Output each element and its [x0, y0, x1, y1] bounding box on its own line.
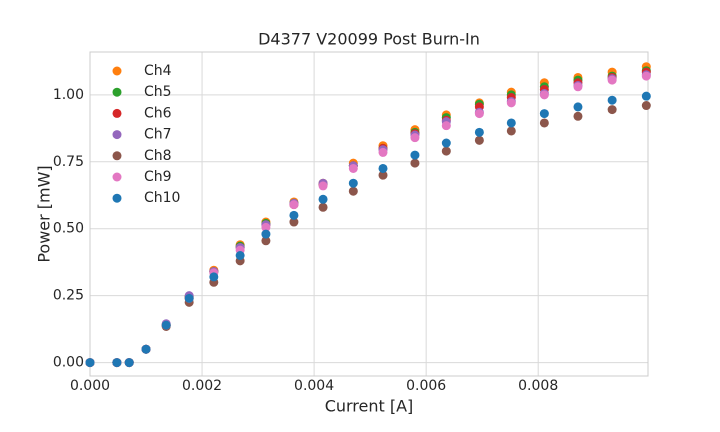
- point: [474, 135, 484, 145]
- point: [441, 146, 451, 156]
- legend-label: Ch7: [144, 127, 172, 143]
- point: [378, 170, 388, 180]
- point: [410, 158, 420, 168]
- point: [112, 358, 122, 368]
- x-tick-label: 0.004: [294, 378, 334, 394]
- legend-marker: [112, 108, 122, 118]
- point: [235, 251, 245, 261]
- point: [641, 101, 651, 111]
- point: [348, 178, 358, 188]
- y-axis-label: Power [mW]: [35, 165, 54, 262]
- point: [539, 109, 549, 119]
- point: [506, 126, 516, 136]
- point: [209, 272, 219, 282]
- point: [410, 150, 420, 160]
- y-tick-label: 0.00: [53, 355, 84, 371]
- legend-marker: [112, 151, 122, 161]
- legend-label: Ch4: [144, 63, 172, 79]
- point: [161, 320, 171, 330]
- legend-label: Ch8: [144, 148, 172, 164]
- legend-label: Ch5: [144, 84, 172, 100]
- legend-marker: [112, 66, 122, 76]
- legend-label: Ch6: [144, 105, 172, 121]
- point: [318, 181, 328, 191]
- point: [261, 222, 271, 232]
- point: [506, 98, 516, 108]
- y-tick-label: 0.75: [53, 154, 84, 170]
- point: [348, 163, 358, 173]
- y-tick-label: 1.00: [53, 87, 84, 103]
- point: [378, 163, 388, 173]
- x-axis-label: Current [A]: [325, 397, 414, 416]
- point: [573, 111, 583, 121]
- point: [506, 118, 516, 128]
- point: [85, 358, 95, 368]
- chart-title: D4377 V20099 Post Burn-In: [258, 30, 480, 49]
- point: [441, 138, 451, 148]
- point: [539, 118, 549, 128]
- point: [124, 358, 134, 368]
- x-tick-label: 0.008: [518, 378, 558, 394]
- point: [641, 91, 651, 101]
- point: [289, 210, 299, 220]
- point: [474, 127, 484, 137]
- point: [289, 217, 299, 227]
- point: [410, 133, 420, 143]
- point: [441, 121, 451, 131]
- plot-frame: [89, 51, 649, 377]
- point: [261, 229, 271, 239]
- x-tick-label: 0.002: [182, 378, 222, 394]
- point: [318, 194, 328, 204]
- point: [378, 147, 388, 157]
- point: [573, 82, 583, 92]
- point: [141, 344, 151, 354]
- point: [474, 109, 484, 119]
- y-tick-label: 0.25: [53, 288, 84, 304]
- point: [289, 200, 299, 210]
- point: [318, 202, 328, 212]
- point: [573, 102, 583, 112]
- legend-marker: [112, 87, 122, 97]
- legend-marker: [112, 193, 122, 203]
- legend-marker: [112, 172, 122, 182]
- point: [184, 293, 194, 303]
- point: [607, 75, 617, 85]
- legend-label: Ch10: [144, 190, 180, 206]
- legend-marker: [112, 130, 122, 140]
- x-tick-label: 0.000: [70, 378, 110, 394]
- y-tick-label: 0.50: [53, 221, 84, 237]
- point: [348, 186, 358, 196]
- point: [607, 95, 617, 105]
- legend-label: Ch9: [144, 169, 172, 185]
- point: [261, 236, 271, 246]
- x-tick-label: 0.006: [406, 378, 446, 394]
- point: [539, 90, 549, 100]
- point: [641, 71, 651, 81]
- point: [607, 105, 617, 115]
